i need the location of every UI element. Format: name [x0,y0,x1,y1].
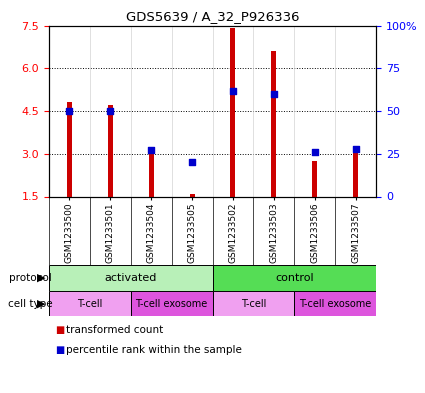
Point [107,108,113,114]
Text: GSM1233507: GSM1233507 [351,202,360,263]
Text: GSM1233503: GSM1233503 [269,202,278,263]
Text: ▶: ▶ [37,273,45,283]
Point [148,147,155,154]
Text: T-cell exosome: T-cell exosome [299,299,371,309]
Text: cell type: cell type [8,299,53,309]
Point [189,159,196,165]
Bar [149,152,153,196]
Bar [312,161,317,196]
Bar [353,151,358,196]
Point [352,145,359,152]
Text: GSM1233500: GSM1233500 [65,202,74,263]
Point [230,87,236,94]
Text: ■: ■ [55,325,65,335]
Text: T-cell exosome: T-cell exosome [136,299,208,309]
Bar [212,291,294,316]
Point [270,91,277,97]
Text: GSM1233504: GSM1233504 [147,202,156,263]
Point [66,108,73,114]
Bar [108,105,113,196]
Text: protocol: protocol [8,273,51,283]
Text: activated: activated [105,273,157,283]
Bar [67,103,72,196]
Text: control: control [275,273,314,283]
Bar [49,265,212,291]
Text: percentile rank within the sample: percentile rank within the sample [66,345,242,355]
Text: GSM1233502: GSM1233502 [229,202,238,263]
Bar [230,28,235,196]
Bar [190,194,195,196]
Point [312,149,318,155]
Text: T-cell: T-cell [77,299,102,309]
Text: GSM1233506: GSM1233506 [310,202,319,263]
Text: GSM1233505: GSM1233505 [187,202,196,263]
Text: GDS5639 / A_32_P926336: GDS5639 / A_32_P926336 [126,10,299,23]
Bar [294,291,376,316]
Text: GSM1233501: GSM1233501 [106,202,115,263]
Bar [272,51,276,196]
Text: transformed count: transformed count [66,325,163,335]
Bar [212,265,376,291]
Bar [49,291,131,316]
Bar [131,291,212,316]
Text: ▶: ▶ [37,299,45,309]
Text: ■: ■ [55,345,65,355]
Text: T-cell: T-cell [241,299,266,309]
